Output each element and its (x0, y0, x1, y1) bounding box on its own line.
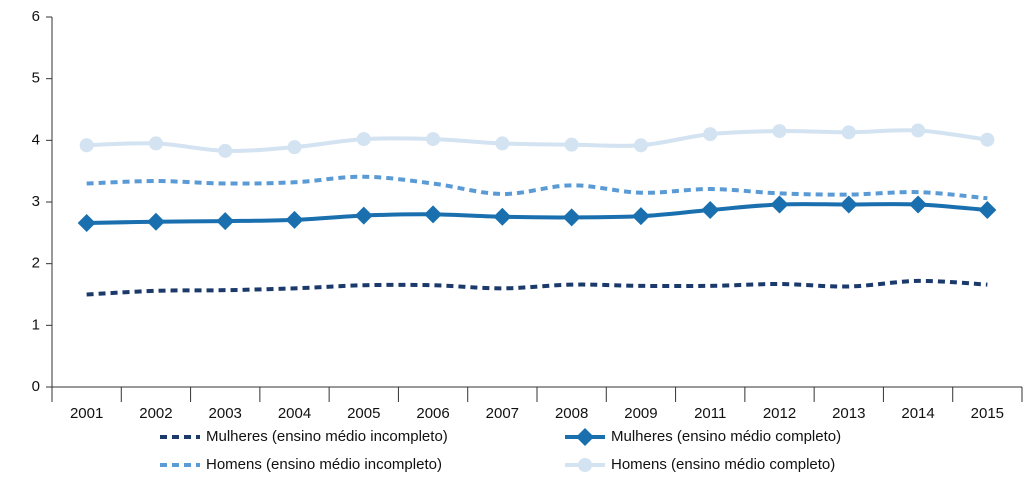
x-tick-label: 2015 (971, 405, 1004, 422)
point-marker (839, 195, 858, 214)
y-tick-label: 3 (32, 193, 40, 210)
y-tick-label: 4 (32, 131, 40, 148)
y-tick-label: 5 (32, 70, 40, 87)
legend-label: Homens (ensino médio completo) (611, 456, 835, 473)
x-tick-label: 2002 (139, 405, 172, 422)
point-marker (287, 140, 302, 155)
point-marker (978, 201, 997, 220)
legend-marker (578, 458, 592, 472)
point-marker (980, 132, 995, 147)
point-marker (703, 127, 718, 142)
point-marker (564, 137, 579, 152)
point-marker (218, 143, 233, 158)
x-tick-label: 2006 (416, 405, 449, 422)
point-marker (77, 213, 96, 232)
x-tick-label: 2001 (70, 405, 103, 422)
x-tick-label: 2005 (347, 405, 380, 422)
x-tick-label: 2009 (624, 405, 657, 422)
point-marker (148, 136, 163, 151)
x-tick-label: 2012 (763, 405, 796, 422)
point-marker (911, 123, 926, 138)
point-marker (495, 136, 510, 151)
legend-label: Mulheres (ensino médio incompleto) (206, 428, 448, 445)
point-marker (146, 212, 165, 231)
x-tick-label: 2004 (278, 405, 311, 422)
series-line (86, 278, 988, 297)
series-line (86, 174, 988, 201)
legend-label: Homens (ensino médio incompleto) (206, 456, 442, 473)
point-marker (79, 138, 94, 153)
point-marker (770, 195, 789, 214)
point-marker (841, 125, 856, 140)
legend-label: Mulheres (ensino médio completo) (611, 428, 841, 445)
point-marker (562, 208, 581, 227)
point-marker (909, 195, 928, 214)
x-tick-label: 2008 (555, 405, 588, 422)
y-tick-label: 0 (32, 378, 40, 395)
x-tick-label: 2014 (901, 405, 934, 422)
point-marker (493, 207, 512, 226)
x-tick-label: 2003 (209, 405, 242, 422)
point-marker (631, 207, 650, 226)
point-marker (772, 124, 787, 139)
point-marker (356, 132, 371, 147)
point-marker (633, 138, 648, 153)
point-marker (424, 205, 443, 224)
point-marker (354, 206, 373, 225)
x-tick-label: 2011 (694, 405, 726, 422)
y-tick-label: 2 (32, 255, 40, 272)
point-marker (216, 212, 235, 231)
point-marker (426, 132, 441, 147)
x-tick-label: 2013 (832, 405, 865, 422)
point-marker (285, 210, 304, 229)
y-tick-label: 1 (32, 316, 40, 333)
x-tick-label: 2007 (486, 405, 519, 422)
point-marker (701, 201, 720, 220)
legend-marker (576, 428, 594, 446)
y-tick-label: 6 (32, 8, 40, 25)
